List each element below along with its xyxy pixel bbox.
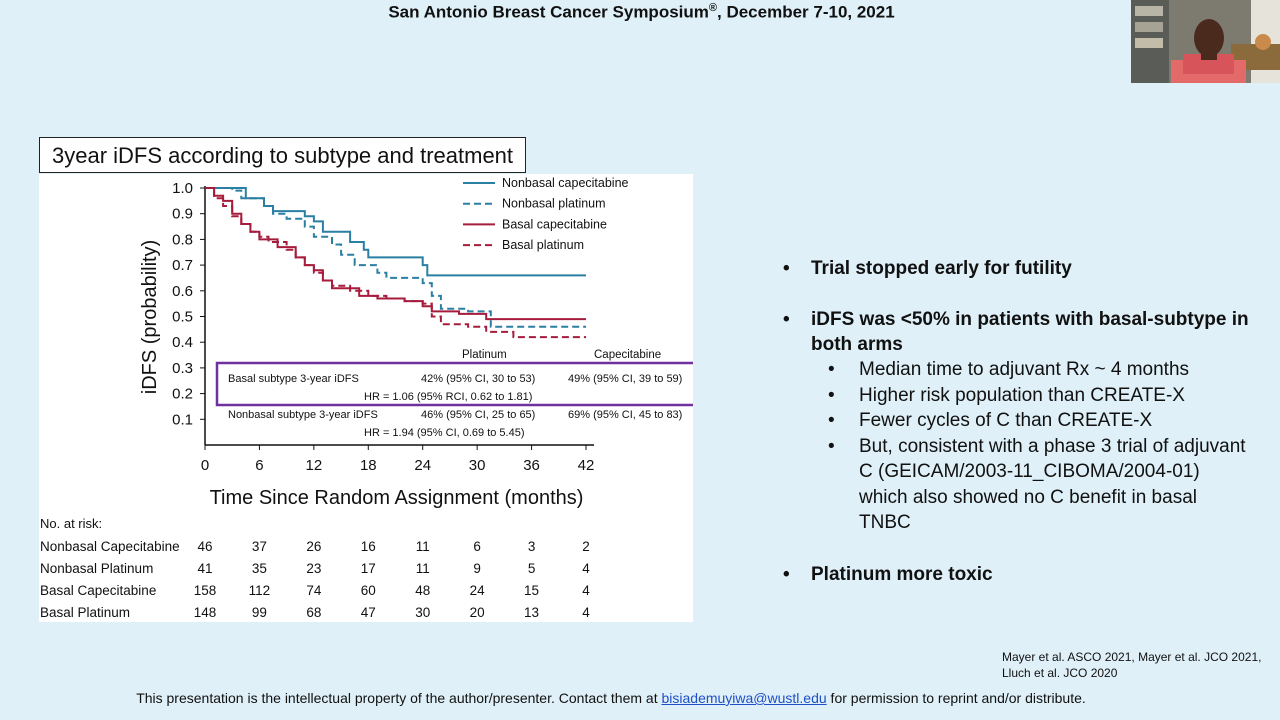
x-tick-label: 42 xyxy=(578,457,595,474)
survival-curve-nonbasal-platinum xyxy=(205,187,586,328)
x-tick-label: 24 xyxy=(414,457,431,474)
at-risk-count: 47 xyxy=(361,605,376,620)
at-risk-count: 11 xyxy=(416,561,430,576)
footer-text-post: for permission to reprint and/or distrib… xyxy=(826,690,1086,706)
legend-label: Nonbasal platinum xyxy=(502,197,606,211)
at-risk-count: 5 xyxy=(528,561,536,576)
x-tick-label: 30 xyxy=(469,457,486,474)
at-risk-count: 60 xyxy=(361,583,376,598)
at-risk-count: 4 xyxy=(582,561,590,576)
at-risk-count: 148 xyxy=(194,605,217,620)
annotation-row-label: Nonbasal subtype 3-year iDFS xyxy=(228,409,378,421)
conference-header: San Antonio Breast Cancer Symposium®, De… xyxy=(0,2,1280,23)
legend-label: Nonbasal capecitabine xyxy=(502,176,629,190)
at-risk-row-label: Basal Platinum xyxy=(40,605,130,620)
at-risk-count: 17 xyxy=(361,561,376,576)
footer-text-pre: This presentation is the intellectual pr… xyxy=(136,690,662,706)
conference-name: San Antonio Breast Cancer Symposium xyxy=(388,2,709,22)
annotation-capecitabine-value: 69% (95% CI, 45 to 83) xyxy=(568,409,682,421)
annotation-platinum-value: 42% (95% CI, 30 to 53) xyxy=(421,373,535,385)
at-risk-row-label: Basal Capecitabine xyxy=(40,583,156,598)
y-tick-label: 0.1 xyxy=(172,411,193,428)
at-risk-count: 23 xyxy=(306,561,321,576)
at-risk-count: 41 xyxy=(197,561,212,576)
y-tick-label: 0.9 xyxy=(172,206,193,223)
x-tick-label: 6 xyxy=(255,457,263,474)
reference-citation: Mayer et al. ASCO 2021, Mayer et al. JCO… xyxy=(1002,650,1262,680)
highlight-box xyxy=(215,361,693,407)
survival-curve-basal-platinum xyxy=(205,187,586,339)
at-risk-count: 99 xyxy=(252,605,267,620)
at-risk-count: 2 xyxy=(582,539,590,554)
at-risk-count: 48 xyxy=(415,583,430,598)
y-tick-label: 0.7 xyxy=(172,257,193,274)
at-risk-count: 6 xyxy=(473,539,481,554)
at-risk-count: 46 xyxy=(197,539,212,554)
annotation-row-label: Basal subtype 3-year iDFS xyxy=(228,373,359,385)
x-tick-label: 0 xyxy=(201,457,209,474)
at-risk-count: 24 xyxy=(470,583,486,598)
annotation-header-capecitabine: Capecitabine xyxy=(594,349,661,361)
y-tick-label: 1.0 xyxy=(172,180,193,197)
y-tick-label: 0.6 xyxy=(172,283,193,300)
bullet-list: Trial stopped early for futility iDFS was… xyxy=(781,256,1251,587)
x-axis-label: Time Since Random Assignment (months) xyxy=(210,487,584,509)
at-risk-count: 4 xyxy=(582,605,590,620)
at-risk-row-label: Nonbasal Capecitabine xyxy=(40,539,180,554)
legend-label: Basal capecitabine xyxy=(502,217,607,231)
at-risk-count: 74 xyxy=(306,583,322,598)
annotation-platinum-value: 46% (95% CI, 25 to 65) xyxy=(421,409,535,421)
at-risk-count: 15 xyxy=(524,583,539,598)
conference-date: , December 7-10, 2021 xyxy=(717,2,895,22)
at-risk-count: 30 xyxy=(415,605,430,620)
slide-title: 3year iDFS according to subtype and trea… xyxy=(39,137,527,173)
at-risk-count: 35 xyxy=(252,561,267,576)
sub-bullet-item: Higher risk population than CREATE-X xyxy=(781,383,1251,409)
copyright-footer: This presentation is the intellectual pr… xyxy=(0,690,1222,706)
at-risk-count: 11 xyxy=(416,539,430,554)
at-risk-count: 20 xyxy=(470,605,485,620)
y-tick-label: 0.5 xyxy=(172,309,193,326)
at-risk-count: 112 xyxy=(249,583,271,598)
at-risk-row-label: Nonbasal Platinum xyxy=(40,561,153,576)
at-risk-count: 3 xyxy=(528,539,536,554)
x-tick-label: 36 xyxy=(523,457,540,474)
contact-email-link[interactable]: bisiademuyiwa@wustl.edu xyxy=(661,690,827,706)
annotation-header-platinum: Platinum xyxy=(462,349,507,361)
y-tick-label: 0.8 xyxy=(172,231,193,248)
at-risk-count: 4 xyxy=(582,583,590,598)
at-risk-count: 158 xyxy=(194,583,217,598)
at-risk-count: 37 xyxy=(252,539,267,554)
at-risk-count: 16 xyxy=(361,539,376,554)
kaplan-meier-figure: 0.1 0.2 0.3 0.4 0.5 0.6 0.7 0.8 0.9 1.0 0 6 12 18 24 30… xyxy=(39,174,693,622)
at-risk-count: 68 xyxy=(306,605,321,620)
y-tick-label: 0.3 xyxy=(172,360,193,377)
sub-bullet-item: Median time to adjuvant Rx ~ 4 months xyxy=(781,357,1251,383)
bullet-item: Trial stopped early for futility xyxy=(781,256,1251,281)
registered-mark: ® xyxy=(708,2,717,14)
y-axis-label: iDFS (probability) xyxy=(139,240,161,394)
x-tick-label: 18 xyxy=(360,457,377,474)
at-risk-count: 9 xyxy=(473,561,481,576)
legend-label: Basal platinum xyxy=(502,238,584,252)
at-risk-count: 26 xyxy=(306,539,321,554)
x-tick-label: 12 xyxy=(306,457,323,474)
y-tick-label: 0.2 xyxy=(172,386,193,403)
at-risk-count: 13 xyxy=(524,605,539,620)
km-chart-svg: 0.10.20.30.40.50.60.70.80.91.00 6 12 18 24 30… xyxy=(40,176,693,620)
annotation-hazard-ratio: HR = 1.94 (95% CI, 0.69 to 5.45) xyxy=(364,427,525,439)
at-risk-title: No. at risk: xyxy=(40,516,102,531)
sub-bullet-item: Fewer cycles of C than CREATE-X xyxy=(781,408,1251,434)
sub-bullet-item: But, consistent with a phase 3 trial of … xyxy=(781,434,1251,536)
presenter-webcam xyxy=(1131,0,1280,83)
y-tick-label: 0.4 xyxy=(172,334,193,351)
bullet-item: Platinum more toxic xyxy=(781,562,1251,587)
annotation-hazard-ratio: HR = 1.06 (95% RCI, 0.62 to 1.81) xyxy=(364,391,532,403)
annotation-capecitabine-value: 49% (95% CI, 39 to 59) xyxy=(568,373,682,385)
bullet-item: iDFS was <50% in patients with basal-sub… xyxy=(781,307,1251,357)
